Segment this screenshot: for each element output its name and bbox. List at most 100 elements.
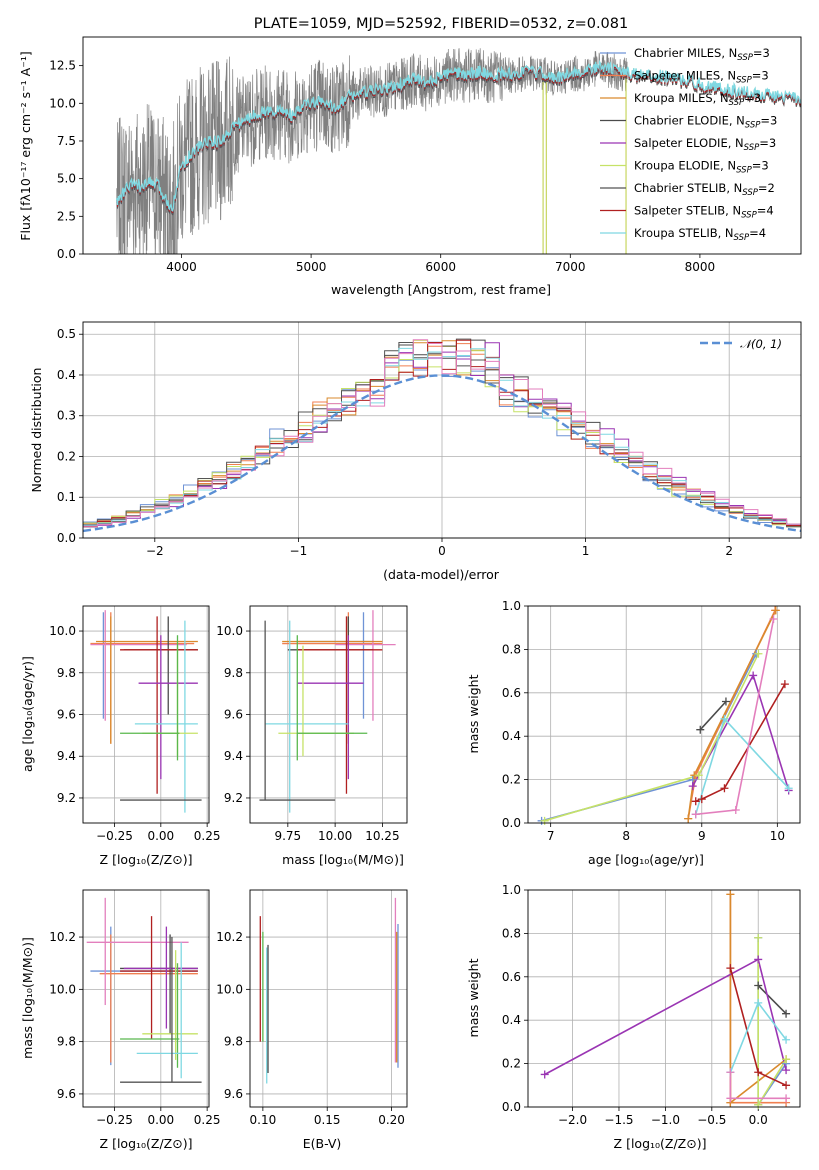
x-tick-label: 9.75 bbox=[274, 829, 301, 843]
x-tick-label: 0.15 bbox=[314, 1113, 341, 1127]
plus-marker bbox=[782, 1009, 791, 1018]
legend-entry-value: =2 bbox=[758, 181, 775, 195]
y-tick-label: 12.5 bbox=[49, 59, 76, 73]
series-line bbox=[757, 984, 787, 1015]
plus-marker bbox=[684, 814, 693, 823]
legend-entry: Kroupa MILES, NSSP=3 bbox=[634, 91, 761, 108]
x-tick-label: 8 bbox=[622, 829, 630, 843]
y-tick-label: 9.6 bbox=[57, 1087, 76, 1101]
x-tick-label: 10.00 bbox=[318, 829, 352, 843]
plus-marker bbox=[721, 697, 730, 706]
weight-vs-metallicity-xlabel: Z [log₁₀(Z/Z⊙)] bbox=[614, 1136, 707, 1151]
x-tick-label: 8000 bbox=[685, 260, 716, 274]
y-tick-label: 0.4 bbox=[502, 729, 521, 743]
y-tick-label: 0.2 bbox=[502, 1057, 521, 1071]
observed-spectrum-line bbox=[116, 48, 628, 254]
y-tick-label: 9.8 bbox=[224, 666, 243, 680]
y-tick-label: 0.2 bbox=[57, 449, 76, 463]
axes-frame bbox=[82, 605, 210, 824]
y-tick-label: 10.0 bbox=[49, 96, 76, 110]
y-tick-label: 1.0 bbox=[502, 883, 521, 897]
residuals-xlabel: (data-model)/error bbox=[383, 567, 500, 582]
age-vs-metallicity-panel: −0.25 0.00 0.25 9.2 9.4 9.6 9.8 10.0 Z [log₁₀(Z… bbox=[20, 605, 221, 867]
model-spectrum-line bbox=[116, 59, 801, 212]
x-tick-label: 2 bbox=[725, 544, 733, 558]
plus-marker bbox=[754, 1068, 763, 1077]
spectrum-plot-area: 4000 5000 6000 7000 8000 0.0 2.5 5.0 7.5 10.0 12.5 bbox=[49, 36, 802, 274]
plus-marker bbox=[754, 649, 763, 658]
plus-marker bbox=[782, 1055, 791, 1064]
plus-marker bbox=[754, 981, 763, 990]
y-tick-label: 0.2 bbox=[502, 773, 521, 787]
y-tick-label: 0.0 bbox=[502, 1100, 521, 1114]
plus-marker bbox=[726, 890, 735, 899]
age-vs-mass-panel: 9.75 10.00 10.25 9.2 9.4 9.6 9.8 10.0 mass [log… bbox=[216, 605, 408, 867]
y-tick-label: 10.2 bbox=[49, 930, 76, 944]
grid bbox=[250, 890, 407, 1107]
series-line bbox=[699, 700, 727, 731]
legend-entry: Kroupa ELODIE, NSSP=3 bbox=[634, 159, 769, 176]
y-tick-label: 0.1 bbox=[57, 490, 76, 504]
plus-marker bbox=[540, 1070, 549, 1079]
x-tick-label: 0.20 bbox=[378, 1113, 405, 1127]
series-line bbox=[694, 717, 790, 815]
residuals-panel: −2 −1 0 1 2 0.0 0.1 0.2 0.3 0.4 0.5 (data-model)/e… bbox=[29, 321, 802, 582]
legend-entry: Chabrier ELODIE, NSSP=3 bbox=[634, 114, 777, 131]
plus-marker bbox=[697, 795, 706, 804]
x-tick-label: 0.10 bbox=[250, 1113, 277, 1127]
legend-entry-subscript: SSP bbox=[741, 211, 757, 221]
y-tick-label: 0.4 bbox=[57, 368, 76, 382]
legend-entry: Kroupa STELIB, NSSP=4 bbox=[634, 226, 766, 243]
grid bbox=[528, 889, 800, 1108]
weight-vs-age-plot-area: 7 8 9 10 0.0 0.2 0.4 0.6 0.8 1.0 bbox=[502, 599, 801, 843]
legend-entry-value: =3 bbox=[753, 46, 770, 60]
y-tick-label: 9.8 bbox=[57, 666, 76, 680]
plus-marker bbox=[720, 714, 729, 723]
plus-marker bbox=[694, 771, 703, 780]
mass-vs-metallicity-panel: −0.25 0.00 0.25 9.6 9.8 10.0 10.2 Z [log₁₀(Z/Z… bbox=[20, 889, 221, 1151]
y-tick-label: 0.5 bbox=[57, 327, 76, 341]
legend-entry-subscript: SSP bbox=[745, 121, 761, 131]
x-tick-label: 4000 bbox=[166, 260, 197, 274]
y-tick-label: 2.5 bbox=[57, 209, 76, 223]
y-tick-label: 9.6 bbox=[224, 1087, 243, 1101]
y-tick-label: 10.0 bbox=[216, 624, 243, 638]
axes-frame bbox=[82, 36, 802, 255]
mass-vs-metallicity-ylabel: mass [log₁₀(M/M⊙)] bbox=[20, 937, 35, 1059]
y-tick-label: 9.4 bbox=[57, 749, 76, 763]
legend-entry-subscript: SSP bbox=[736, 166, 752, 176]
plus-marker bbox=[691, 797, 700, 806]
plus-marker bbox=[754, 955, 763, 964]
plus-marker bbox=[782, 1066, 791, 1075]
residuals-ylabel: Normed distribution bbox=[29, 368, 44, 493]
y-tick-label: 0.3 bbox=[57, 409, 76, 423]
y-tick-label: 0.6 bbox=[502, 686, 521, 700]
y-tick-label: 0.0 bbox=[57, 247, 76, 261]
plus-marker bbox=[726, 1068, 735, 1077]
age-vs-metallicity-ylabel: age [log₁₀(age/yr)] bbox=[20, 656, 35, 772]
weight-vs-metallicity-panel: −2.0 −1.5 −1.0 −0.5 0.0 0.0 0.2 0.4 0.6 0.8 1.0 Z … bbox=[466, 883, 801, 1151]
age-vs-metallicity-plot-area: −0.25 0.00 0.25 9.2 9.4 9.6 9.8 10.0 bbox=[49, 605, 221, 843]
legend-entry-subscript: SSP bbox=[729, 98, 745, 108]
legend-entry-text: Kroupa STELIB, N bbox=[634, 226, 734, 240]
plus-marker bbox=[754, 1100, 763, 1109]
legend-entry: Salpeter ELODIE, NSSP=3 bbox=[634, 136, 776, 153]
grid bbox=[83, 890, 209, 1107]
spectrum-panel: PLATE=1059, MJD=52592, FIBERID=0532, z=0… bbox=[18, 16, 802, 297]
legend-entry-text: Salpeter ELODIE, N bbox=[634, 136, 744, 150]
plus-marker bbox=[726, 1094, 735, 1103]
plus-marker bbox=[749, 671, 758, 680]
mass-vs-extinction-plot-area: 0.10 0.15 0.20 9.6 9.8 10.0 10.2 bbox=[216, 889, 408, 1127]
legend-entry-value: =3 bbox=[752, 69, 769, 83]
x-tick-label: 0.0 bbox=[749, 1113, 768, 1127]
legend-entry-text: Salpeter STELIB, N bbox=[634, 204, 741, 218]
age-vs-metallicity-xlabel: Z [log₁₀(Z/Z⊙)] bbox=[100, 852, 193, 867]
x-tick-label: 6000 bbox=[425, 260, 456, 274]
plus-marker bbox=[769, 615, 778, 624]
legend-entry-subscript: SSP bbox=[736, 76, 752, 86]
series-line bbox=[544, 653, 760, 822]
plus-marker bbox=[782, 1081, 791, 1090]
legend-entry: Chabrier MILES, NSSP=3 bbox=[634, 46, 770, 63]
series-line bbox=[695, 683, 786, 803]
